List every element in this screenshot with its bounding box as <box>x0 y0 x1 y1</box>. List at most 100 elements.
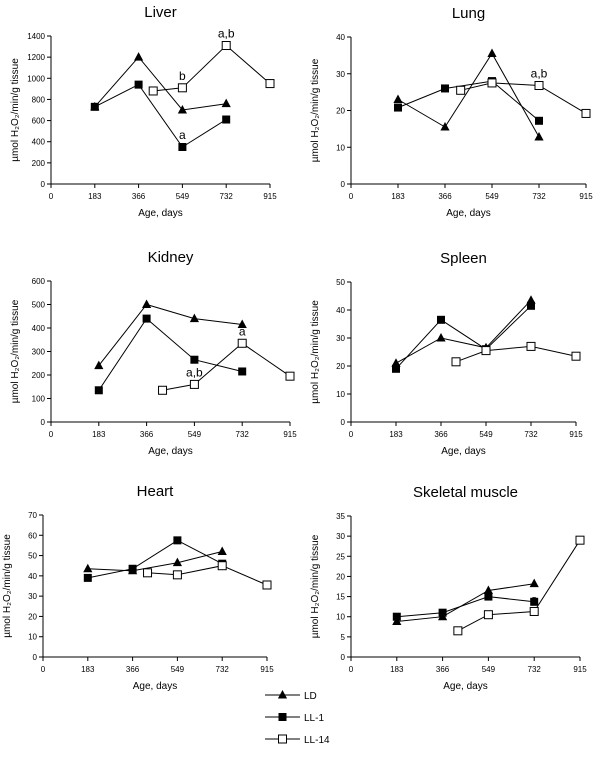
data-point-ld <box>392 616 402 626</box>
data-point-ld <box>83 563 93 573</box>
y-tick-label: 600 <box>32 277 46 286</box>
x-tick-label: 366 <box>126 665 140 674</box>
x-axis-label: Age, days <box>148 446 192 457</box>
y-tick-label: 0 <box>41 418 46 427</box>
data-point-ld <box>483 585 493 595</box>
data-point-ll-1 <box>437 315 445 324</box>
panel-title: Lung <box>452 5 485 22</box>
series-line-ld <box>395 299 532 364</box>
series-line-ll-1 <box>397 80 540 122</box>
x-tick-label: 183 <box>92 430 106 439</box>
x-tick-label: 732 <box>236 430 250 439</box>
x-axis-label: Age, days <box>133 681 177 692</box>
data-point-ll-1 <box>222 115 231 124</box>
x-tick-label: 0 <box>349 665 354 674</box>
x-tick-label: 732 <box>524 430 538 439</box>
x-tick-label: 183 <box>81 665 95 674</box>
data-point-ll-1 <box>392 364 400 373</box>
x-tick-label: 915 <box>283 430 297 439</box>
data-point-ll-1 <box>484 592 493 601</box>
series-line-ll-14 <box>457 539 581 632</box>
annotation-label: a,b <box>186 365 203 379</box>
y-tick-label: 70 <box>28 511 37 520</box>
panel-title: Liver <box>144 4 177 21</box>
legend-marker-ll-1 <box>278 713 287 721</box>
y-axis-label: µmol H₂O₂/min/g tissue <box>310 58 321 162</box>
annotation-label: a <box>179 128 186 142</box>
data-point-ll-14 <box>217 561 227 571</box>
data-point-ll-14 <box>451 357 461 367</box>
data-point-ld <box>142 299 152 308</box>
data-point-ll-14 <box>526 341 536 351</box>
data-point-ll-1 <box>142 314 151 323</box>
y-tick-label: 200 <box>32 159 46 168</box>
x-axis-label: Age, days <box>138 208 182 219</box>
y-tick-label: 30 <box>336 532 345 541</box>
y-tick-label: 30 <box>336 334 345 343</box>
y-tick-label: 0 <box>341 418 346 427</box>
annotation-label: a <box>531 592 538 606</box>
x-tick-label: 549 <box>482 665 496 674</box>
x-tick-label: 0 <box>49 192 54 201</box>
y-axis-label: µmol H₂O₂/min/g tissue <box>310 534 321 638</box>
series-line-ld <box>396 583 535 622</box>
y-tick-label: 50 <box>28 552 37 561</box>
x-axis-label: Age, days <box>443 681 487 692</box>
series-line-ll-14 <box>455 345 577 363</box>
y-axis-label: µmol H₂O₂/min/g tissue <box>10 299 21 403</box>
y-tick-label: 40 <box>336 33 345 42</box>
data-point-ld <box>217 546 227 556</box>
series-line-ll-14 <box>162 342 291 391</box>
y-tick-label: 5 <box>341 633 346 642</box>
data-point-ll-1 <box>438 608 447 617</box>
data-point-ld <box>94 360 104 370</box>
data-point-ll-1 <box>178 143 187 151</box>
x-tick-label: 183 <box>389 430 403 439</box>
y-tick-label: 1200 <box>27 53 45 62</box>
panel-title: Skeletal muscle <box>413 484 518 501</box>
y-tick-label: 400 <box>32 324 46 333</box>
annotation-label: b <box>179 69 186 83</box>
data-point-ll-14 <box>148 86 158 96</box>
data-point-ld <box>172 557 182 567</box>
x-tick-label: 366 <box>132 192 146 201</box>
y-tick-label: 20 <box>28 612 37 621</box>
data-point-ll-14 <box>143 568 153 578</box>
y-tick-label: 50 <box>336 278 345 287</box>
y-tick-label: 600 <box>32 117 46 126</box>
data-point-ll-14 <box>189 379 199 389</box>
panel-title: Heart <box>137 483 175 500</box>
panel-2: Kidney 0 100 200 300 400 500 600 0 183 366 549 732 91… <box>10 249 297 457</box>
data-point-ll-1 <box>527 301 535 310</box>
legend-label-ll-1: LL-1 <box>304 713 324 724</box>
x-tick-label: 366 <box>438 192 452 201</box>
data-point-ld <box>221 98 231 108</box>
x-tick-label: 0 <box>41 665 46 674</box>
y-tick-label: 0 <box>33 653 38 662</box>
data-point-ll-14 <box>285 371 295 381</box>
panel-3: Spleen 0 10 20 30 40 50 0 183 366 549 732 915 Age, da… <box>310 250 583 457</box>
data-point-ll-1 <box>392 612 401 621</box>
data-point-ll-1 <box>441 84 449 93</box>
data-point-ld <box>393 94 403 103</box>
y-tick-label: 0 <box>41 180 46 189</box>
y-tick-label: 0 <box>341 653 346 662</box>
legend-label-ld: LD <box>304 691 317 702</box>
panel-title: Kidney <box>148 249 194 266</box>
data-point-ld <box>529 578 539 588</box>
y-tick-label: 10 <box>336 143 345 152</box>
y-tick-label: 800 <box>32 95 46 104</box>
data-point-ll-1 <box>190 355 199 364</box>
series-line-ld <box>94 56 227 111</box>
y-axis-label: µmol H₂O₂/min/g tissue <box>2 534 13 638</box>
x-tick-label: 732 <box>220 192 234 201</box>
panel-5: Skeletal muscle 0 5 10 15 20 25 30 35 0 183 366 549 7… <box>310 484 587 692</box>
x-tick-label: 0 <box>349 430 354 439</box>
x-tick-label: 366 <box>436 665 450 674</box>
y-tick-label: 30 <box>28 592 37 601</box>
y-tick-label: 500 <box>32 301 46 310</box>
y-tick-label: 100 <box>32 395 46 404</box>
x-tick-label: 0 <box>49 430 54 439</box>
data-point-ld <box>487 48 497 58</box>
data-point-ld <box>177 105 187 114</box>
